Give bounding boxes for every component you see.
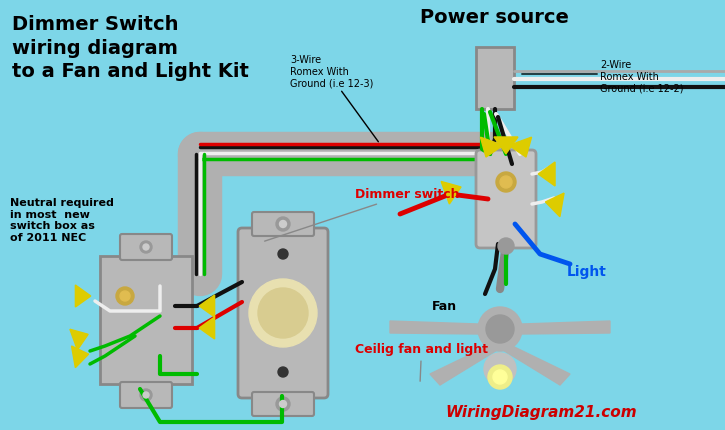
Circle shape [258, 289, 308, 338]
FancyBboxPatch shape [252, 392, 314, 416]
Text: 3-Wire
Romex With
Ground (i.e 12-3): 3-Wire Romex With Ground (i.e 12-3) [290, 55, 373, 88]
Polygon shape [199, 317, 215, 339]
Polygon shape [72, 346, 88, 368]
Circle shape [478, 307, 522, 351]
Polygon shape [509, 138, 531, 158]
Text: WiringDiagram21.com: WiringDiagram21.com [445, 404, 637, 419]
Circle shape [500, 177, 512, 189]
Text: Neutral required
in most  new
switch box as
of 2011 NEC: Neutral required in most new switch box … [10, 197, 114, 242]
Bar [476, 48, 514, 110]
Text: Dimmer switch: Dimmer switch [265, 188, 460, 242]
Circle shape [249, 280, 317, 347]
Circle shape [486, 315, 514, 343]
Polygon shape [390, 321, 478, 334]
Circle shape [276, 397, 290, 411]
Text: Dimmer Switch
wiring diagram
to a Fan and Light Kit: Dimmer Switch wiring diagram to a Fan an… [12, 15, 249, 81]
Text: Ceilig fan and light: Ceilig fan and light [355, 343, 488, 381]
Text: Fan: Fan [432, 299, 457, 312]
Polygon shape [481, 138, 503, 158]
Circle shape [140, 389, 152, 401]
Polygon shape [498, 344, 570, 385]
Polygon shape [75, 286, 91, 307]
Circle shape [278, 367, 288, 377]
Polygon shape [199, 295, 215, 317]
Polygon shape [545, 194, 564, 217]
Polygon shape [538, 163, 555, 187]
Circle shape [143, 392, 149, 398]
Circle shape [276, 218, 290, 231]
Polygon shape [494, 138, 518, 154]
Polygon shape [522, 321, 610, 334]
Polygon shape [430, 344, 502, 385]
Circle shape [120, 291, 130, 301]
Polygon shape [441, 182, 461, 205]
Circle shape [484, 353, 516, 385]
Bar [100, 256, 192, 384]
Circle shape [140, 241, 152, 253]
Circle shape [280, 401, 286, 408]
Polygon shape [70, 329, 88, 350]
Text: 2-Wire
Romex With
Ground (i.e 12-2): 2-Wire Romex With Ground (i.e 12-2) [600, 60, 684, 93]
Circle shape [280, 221, 286, 228]
Circle shape [488, 365, 512, 389]
Circle shape [493, 370, 507, 384]
FancyBboxPatch shape [120, 382, 172, 408]
Text: Light: Light [567, 264, 607, 278]
Circle shape [116, 287, 134, 305]
FancyBboxPatch shape [252, 212, 314, 236]
FancyBboxPatch shape [120, 234, 172, 261]
FancyBboxPatch shape [476, 150, 536, 249]
FancyBboxPatch shape [238, 228, 328, 398]
Circle shape [496, 172, 516, 193]
Circle shape [498, 239, 514, 255]
Text: Power source: Power source [420, 8, 569, 27]
Circle shape [143, 244, 149, 250]
Circle shape [278, 249, 288, 259]
